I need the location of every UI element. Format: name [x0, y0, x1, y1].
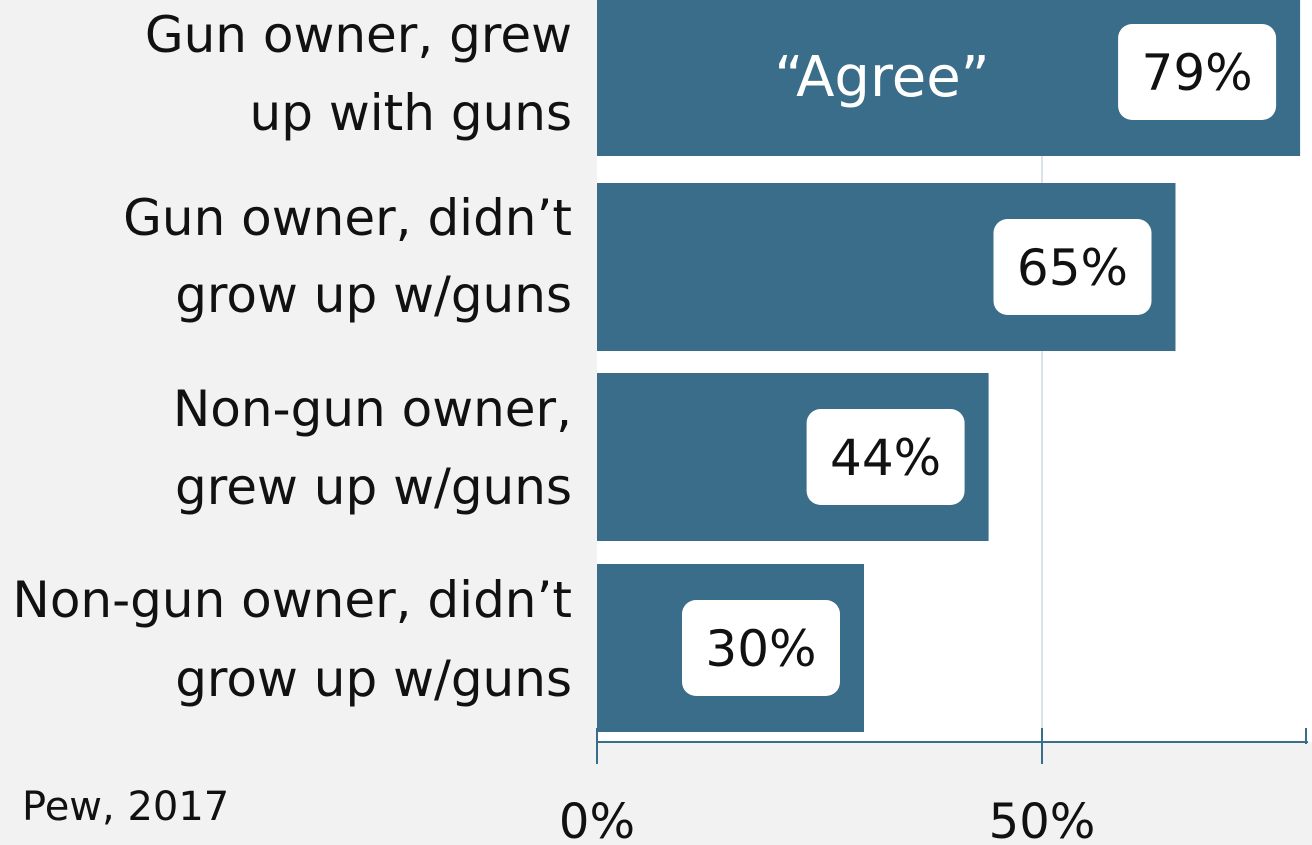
category-label-2-1: grew up w/guns [175, 458, 572, 516]
value-label-box-1 [993, 219, 1152, 315]
x-tick-label-1: 50% [989, 794, 1096, 845]
bars: 79% 65% 44% 30% [597, 0, 1301, 732]
value-label-2: 44% [830, 429, 941, 487]
series-label: “Agree” [774, 45, 989, 110]
value-label-0: 79% [1142, 44, 1253, 102]
category-label-1-0: Gun owner, didn’t [123, 189, 572, 247]
category-label-0-0: Gun owner, grew [145, 6, 572, 64]
value-label-3: 30% [705, 620, 816, 678]
category-label-3-0: Non-gun owner, didn’t [12, 571, 572, 629]
category-label-1-1: grow up w/guns [175, 266, 572, 324]
category-labels: Gun owner, grew up with guns Gun owner, di… [12, 6, 572, 708]
value-label-box-3 [682, 600, 840, 696]
category-label-2-0: Non-gun owner, [173, 380, 572, 438]
category-label-3-1: grow up w/guns [175, 650, 572, 708]
value-label-box-0 [1118, 24, 1277, 120]
value-label-1: 65% [1017, 239, 1128, 297]
x-tick-label-0: 0% [559, 794, 635, 845]
x-axis: 0% 50% [559, 728, 1308, 845]
value-label-box-2 [806, 409, 965, 505]
category-label-0-1: up with guns [250, 84, 572, 142]
source-note: Pew, 2017 [22, 784, 229, 830]
